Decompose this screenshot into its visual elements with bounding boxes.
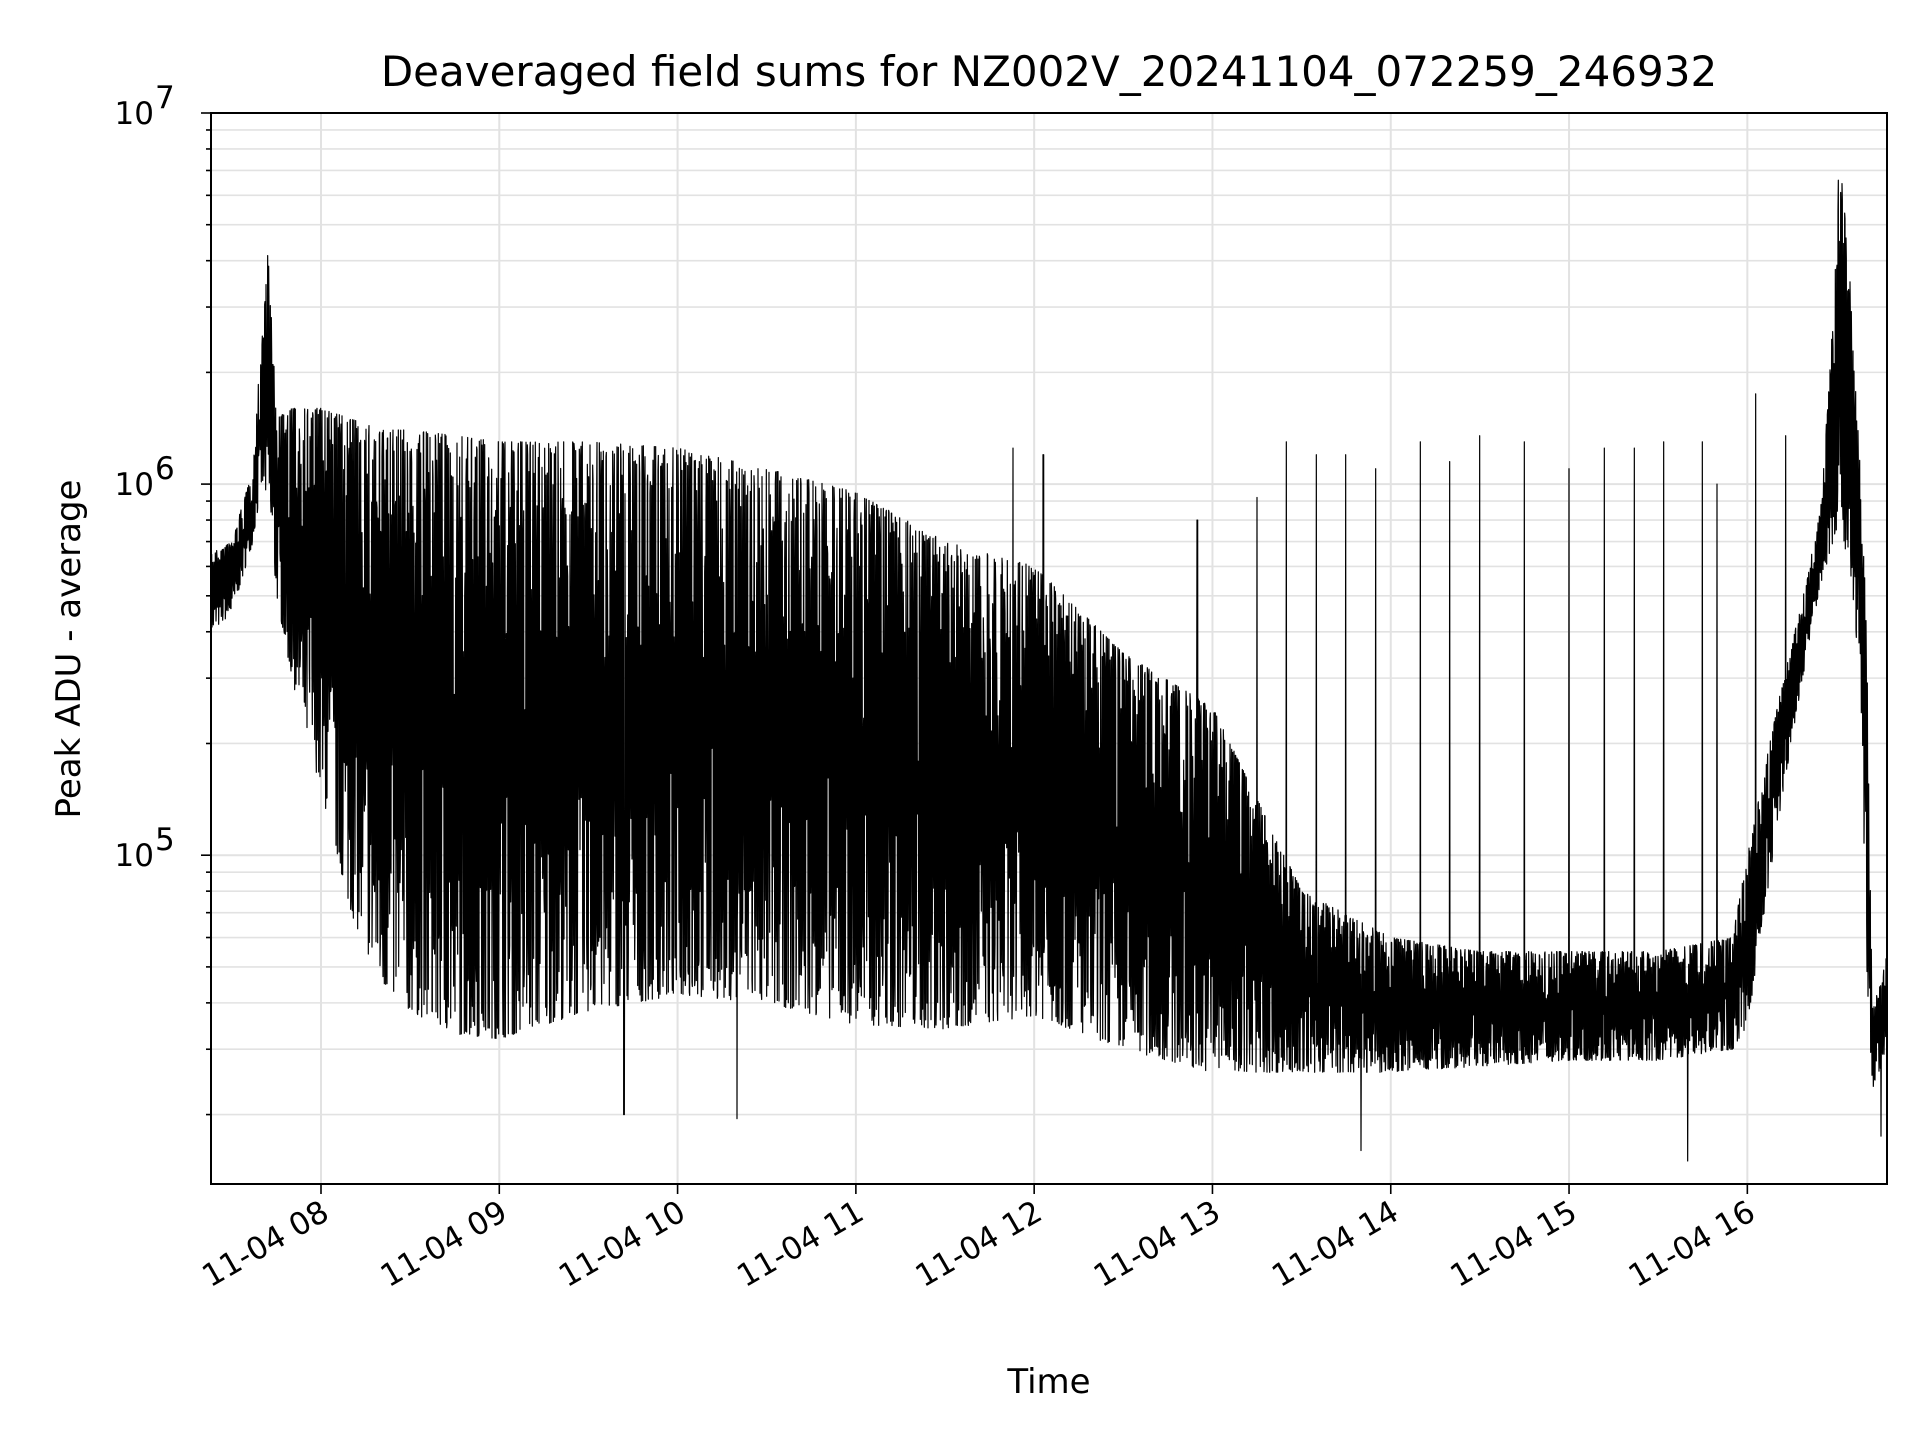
y-axis-label: Peak ADU - average: [49, 480, 89, 819]
y-tick-label-exponent: 5: [155, 822, 175, 858]
y-tick-label-exponent: 7: [155, 80, 175, 116]
x-axis-label: Time: [1006, 1362, 1090, 1402]
y-tick-label: 10: [115, 838, 154, 874]
y-tick-label: 10: [115, 96, 154, 132]
y-tick-label-exponent: 6: [155, 451, 175, 487]
plot-frame: [210, 112, 1888, 1185]
series-line: [210, 179, 1888, 1162]
data-series: [210, 179, 1888, 1162]
chart-title: Deaveraged field sums for NZ002V_2024110…: [381, 47, 1717, 96]
y-tick-label: 10: [115, 467, 154, 503]
